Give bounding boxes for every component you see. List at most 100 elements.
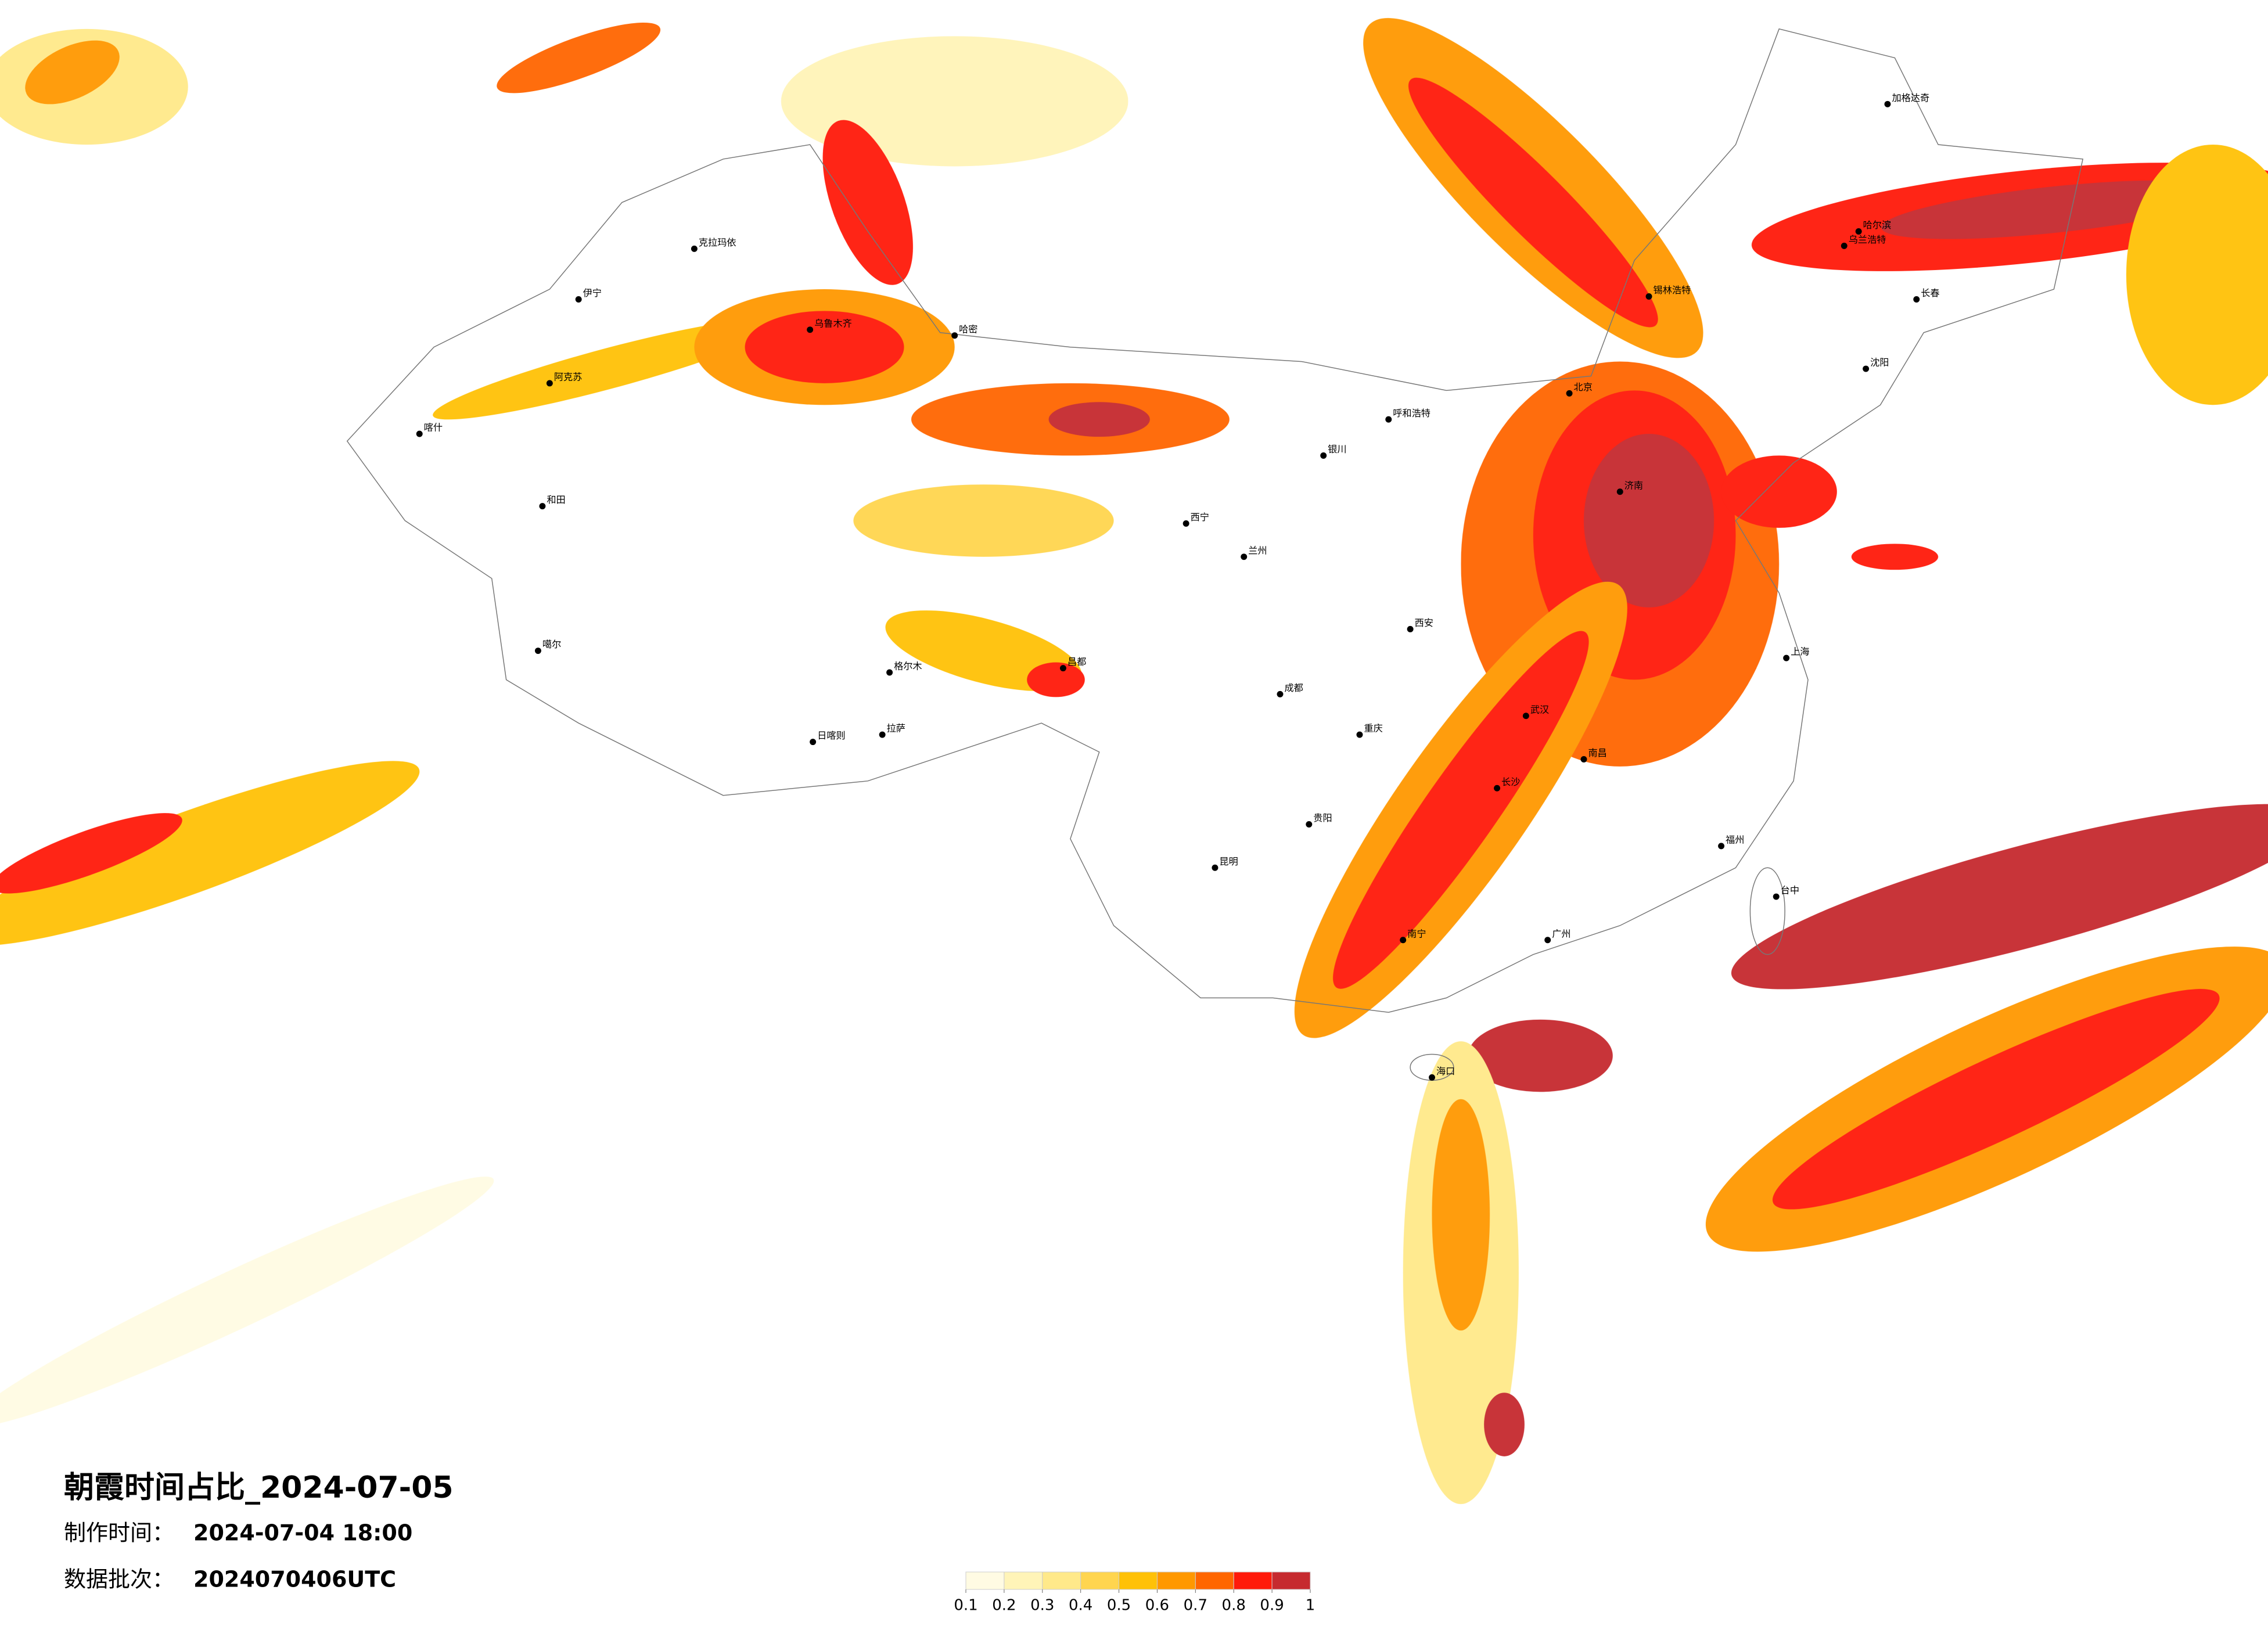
city-label: 克拉玛依: [699, 237, 736, 248]
production-time: 2024-07-04 18:00: [193, 1520, 412, 1546]
data-batch-label: 数据批次：: [64, 1567, 174, 1592]
city-dot: [1884, 100, 1891, 107]
city-label: 哈尔滨: [1863, 220, 1892, 231]
colorbar-tick-label: 0.2: [992, 1597, 1016, 1614]
field: [1468, 1019, 1613, 1092]
city-label: 拉萨: [887, 723, 905, 734]
city-dot: [1277, 690, 1284, 697]
city-label: 格尔木: [894, 661, 922, 672]
field: [0, 1177, 494, 1427]
city-dot: [1494, 785, 1501, 792]
city-label: 贵阳: [1313, 812, 1332, 823]
city-label: 成都: [1284, 682, 1303, 693]
city-label: 南昌: [1588, 747, 1606, 758]
field: [1583, 434, 1715, 607]
city-dot: [1212, 864, 1219, 871]
colorbar-swatch: [1233, 1571, 1273, 1590]
city-label: 重庆: [1364, 723, 1382, 734]
city-label: 长沙: [1501, 776, 1520, 787]
city-dot: [691, 245, 698, 252]
colorbar-tick-label: 0.7: [1184, 1597, 1207, 1614]
city-dot: [1544, 937, 1551, 944]
city-dot: [1385, 416, 1392, 423]
city-dot: [1429, 1074, 1435, 1081]
city-dot: [1566, 390, 1573, 397]
city-dot: [1863, 365, 1870, 372]
field: [0, 761, 420, 946]
city-label: 哈密: [959, 323, 977, 334]
field: [1027, 662, 1085, 697]
city-dot: [1718, 843, 1725, 850]
city-label: 南宁: [1407, 928, 1426, 939]
colorbar-swatch: [1080, 1571, 1120, 1590]
city-dot: [1241, 553, 1248, 560]
city-label: 福州: [1726, 834, 1744, 845]
field: [497, 22, 661, 93]
colorbar-tick-label: 0.9: [1260, 1597, 1284, 1614]
city-dot: [1400, 937, 1407, 944]
field: [1731, 804, 2268, 990]
colorbar-swatch: [1004, 1571, 1043, 1590]
city-label: 济南: [1624, 480, 1643, 491]
colorbar-tick-label: 1: [1306, 1597, 1315, 1614]
field: [1881, 180, 2227, 239]
city-dot: [1645, 293, 1652, 300]
colorbar-swatch: [1156, 1571, 1196, 1590]
map-title: 朝霞时间占比_2024-07-05: [64, 1470, 454, 1505]
production-time-label: 制作时间：: [64, 1520, 174, 1546]
city-label: 西安: [1415, 617, 1433, 628]
city-label: 乌鲁木齐: [814, 318, 852, 329]
field: [2126, 145, 2268, 405]
city-label: 昆明: [1219, 856, 1238, 867]
field: [853, 484, 1114, 557]
colorbar-swatch: [965, 1571, 1005, 1590]
city-label: 喀什: [424, 422, 443, 433]
city-label: 呼和浩特: [1393, 408, 1430, 419]
city-dot: [1773, 893, 1780, 900]
city-dot: [1320, 452, 1327, 459]
city-label: 乌兰浩特: [1849, 234, 1886, 245]
city-dot: [807, 326, 814, 333]
field: [1048, 402, 1150, 437]
city-dot: [1059, 665, 1066, 672]
field: [1333, 631, 1589, 989]
city-label: 长春: [1921, 287, 1939, 298]
colorbar-tick-label: 0.4: [1069, 1597, 1092, 1614]
data-batch: 2024070406UTC: [193, 1567, 396, 1592]
city-dot: [886, 669, 893, 676]
field: [822, 120, 913, 285]
colorbar-swatch: [1119, 1571, 1158, 1590]
city-label: 北京: [1574, 382, 1593, 393]
field: [1721, 455, 1837, 528]
field: [1408, 77, 1658, 328]
country-border: [346, 28, 2084, 1013]
colorbar-tick-label: 0.5: [1107, 1597, 1131, 1614]
field: [1851, 544, 1939, 570]
city-label: 噶尔: [542, 639, 561, 650]
colorbar-swatch: [1195, 1571, 1234, 1590]
city-label: 锡林浩特: [1654, 285, 1691, 296]
colorbar-swatch: [1042, 1571, 1081, 1590]
city-dot: [1407, 625, 1414, 632]
city-label: 广州: [1552, 928, 1570, 939]
field: [1484, 1393, 1525, 1456]
city-label: 武汉: [1530, 704, 1549, 715]
city-dot: [1522, 713, 1529, 720]
city-dot: [416, 430, 423, 437]
city-dot: [810, 739, 817, 746]
city-dot: [539, 503, 546, 510]
city-dot: [1356, 731, 1363, 738]
city-dot: [879, 731, 886, 738]
city-label: 银川: [1328, 444, 1346, 455]
city-dot: [1306, 821, 1313, 828]
city-dot: [1913, 296, 1920, 303]
city-dot: [534, 647, 541, 654]
city-label: 和田: [547, 494, 565, 505]
city-label: 兰州: [1248, 545, 1267, 556]
city-label: 上海: [1791, 646, 1809, 657]
city-label: 台中: [1781, 885, 1799, 896]
colorbar: 0.1 0.2 0.3 0.4 0.5 0.6 0.7 0.8 0.9 1: [954, 1571, 1315, 1614]
colorbar-swatch: [1271, 1571, 1311, 1590]
